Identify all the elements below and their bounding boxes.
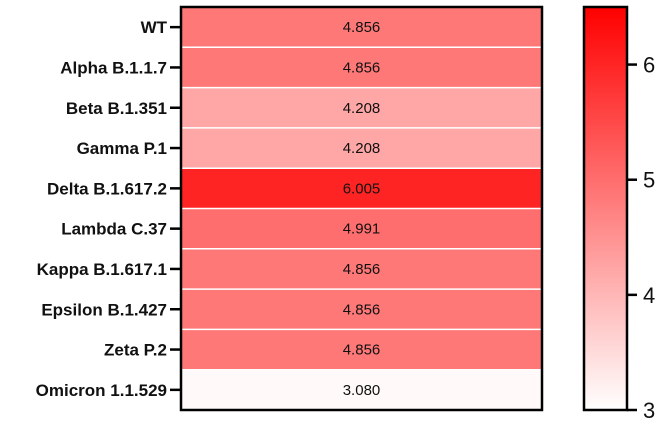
cell-value-label: 4.856 (343, 19, 381, 36)
heatmap-cell (181, 127, 542, 169)
cell-value-label: 4.856 (343, 59, 381, 76)
row-label: Zeta P.2 (104, 341, 167, 360)
row-label: Beta B.1.351 (66, 99, 167, 118)
row-label: Lambda C.37 (61, 220, 167, 239)
row-label: Alpha B.1.1.7 (60, 58, 167, 77)
cell-value-label: 4.208 (343, 100, 381, 117)
colorbar-tick-label: 4 (643, 283, 655, 308)
row-label: Delta B.1.617.2 (47, 179, 167, 198)
cell-value-label: 4.856 (343, 342, 381, 359)
heatmap-cell (181, 87, 542, 128)
colorbar-axis: 3 4 5 6 (627, 53, 655, 423)
heatmap-cell (181, 47, 542, 88)
heatmap-cell (181, 248, 542, 290)
heatmap-frame (179, 5, 544, 412)
cell-value-label: 6.005 (343, 180, 381, 197)
colorbar (582, 5, 629, 412)
row-labels: WT Alpha B.1.1.7 Beta B.1.351 Gamma P.1 Delt… (36, 18, 181, 400)
cell-value-label: 4.856 (343, 301, 381, 318)
colorbar-tick-label: 5 (643, 168, 655, 193)
heatmap-cell (181, 289, 542, 330)
row-label: WT (141, 18, 168, 37)
row-label: Omicron 1.1.529 (36, 381, 167, 400)
row-label: Kappa B.1.617.1 (37, 260, 167, 279)
cell-value-label: 4.208 (343, 140, 381, 157)
row-label: Epsilon B.1.427 (41, 300, 167, 319)
heatmap-cell (181, 7, 542, 48)
cell-value-label: 4.991 (343, 221, 381, 238)
heatmap-cell (181, 369, 542, 410)
heatmap-cells: 4.856 4.856 4.208 4.208 6.005 4.991 4.856 4.856… (181, 7, 542, 410)
heatmap-cell (181, 168, 542, 209)
cell-value-label: 4.856 (343, 261, 381, 278)
colorbar-tick-label: 3 (643, 398, 655, 423)
row-label: Gamma P.1 (77, 139, 167, 158)
heatmap-cell (181, 329, 542, 370)
cell-value-label: 3.080 (343, 382, 381, 399)
colorbar-tick-label: 6 (643, 53, 655, 78)
heatmap-cell (181, 208, 542, 249)
